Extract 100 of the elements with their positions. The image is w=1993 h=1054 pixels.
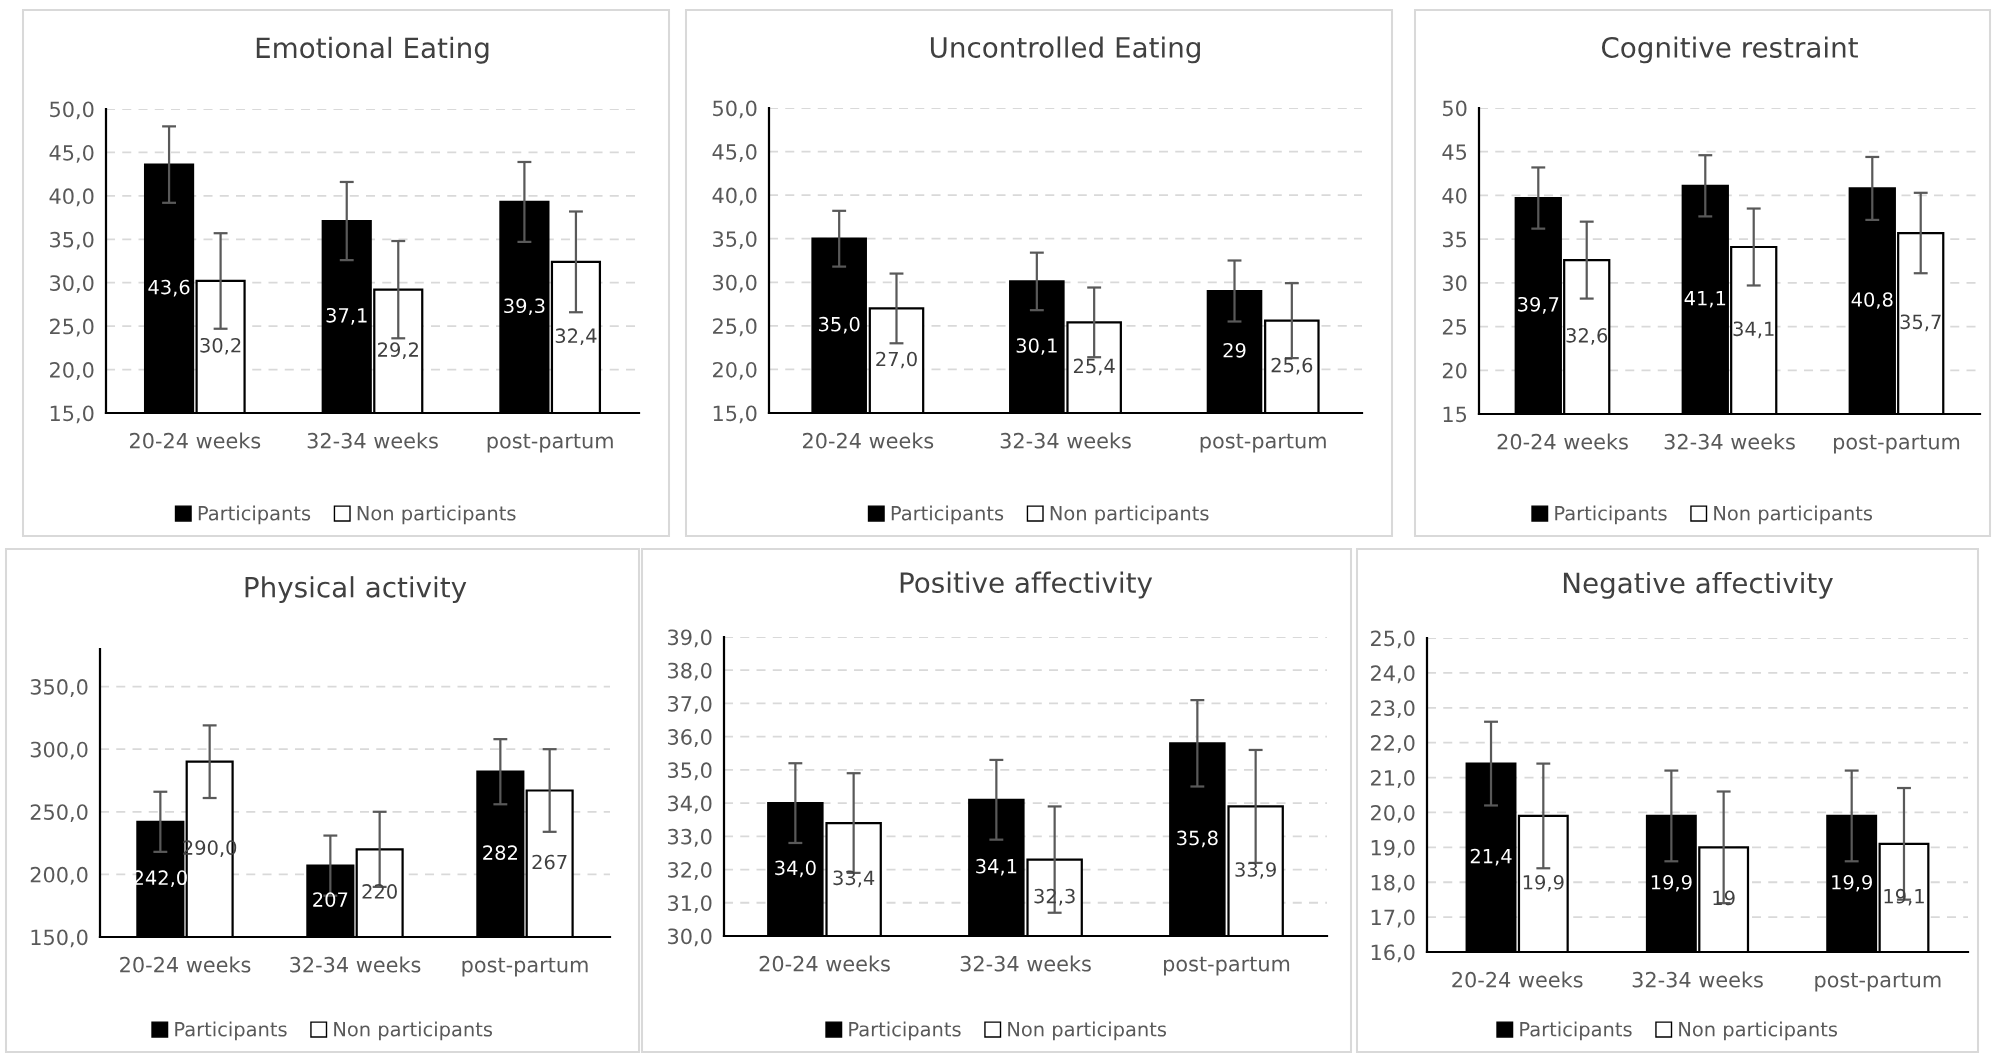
y-tick-label: 50 — [1442, 100, 1467, 117]
data-label: 19,1 — [1884, 888, 1924, 906]
legend-label: Participants — [1555, 505, 1667, 525]
chart-title: Negative affectivity — [1563, 571, 1833, 599]
legend-label: Participants — [198, 505, 311, 525]
x-tick-label: 32-34 weeks — [1664, 433, 1795, 450]
y-tick-label: 15,0 — [50, 405, 94, 424]
data-label: 39,7 — [1518, 296, 1559, 314]
y-tick-label: 30,0 — [668, 928, 712, 947]
x-tick-label: 32-34 weeks — [307, 432, 438, 449]
y-tick-label: 20,0 — [713, 361, 757, 380]
data-label: 282 — [483, 845, 517, 860]
y-tick-label: 50,0 — [713, 100, 757, 119]
x-tick-label: 20-24 weeks — [1497, 433, 1628, 450]
y-tick-label: 38,0 — [668, 662, 712, 681]
data-label: 25,4 — [1073, 358, 1115, 376]
chart-title: Physical activity — [245, 576, 467, 604]
legend-label: Non participants — [357, 505, 516, 525]
x-tick-label: 32-34 weeks — [1000, 432, 1131, 449]
x-tick-label: post-partum — [1200, 433, 1326, 453]
x-tick-label: 20-24 weeks — [802, 432, 934, 449]
data-label: 19,9 — [1523, 874, 1564, 892]
data-label: 33,9 — [1235, 862, 1276, 879]
y-tick-label: 20,0 — [1371, 804, 1415, 823]
y-tick-label: 45,0 — [49, 144, 94, 163]
y-tick-label: 33,0 — [668, 828, 712, 847]
data-label: 29,2 — [378, 342, 418, 359]
y-tick-label: 23,0 — [1371, 700, 1415, 719]
y-tick-label: 200,0 — [30, 866, 88, 885]
y-tick-label: 350,0 — [30, 679, 88, 697]
x-tick-label: post-partum — [1834, 434, 1960, 454]
x-tick-label: 20-24 weeks — [120, 956, 251, 973]
legend-label: Non participants — [1714, 505, 1873, 525]
y-tick-label: 25 — [1442, 319, 1467, 335]
y-tick-label: 32,0 — [668, 862, 712, 880]
y-tick-label: 39,0 — [668, 629, 712, 648]
data-label: 207 — [313, 892, 348, 907]
y-tick-label: 37,0 — [668, 695, 712, 714]
legend-label: Participants — [175, 1021, 287, 1041]
y-tick-label: 300,0 — [30, 741, 88, 760]
data-label: 35,8 — [1177, 830, 1218, 848]
y-tick-label: 40,0 — [712, 187, 757, 206]
y-tick-label: 25,0 — [713, 318, 757, 337]
legend-label: Participants — [849, 1021, 961, 1041]
y-tick-label: 25,0 — [50, 318, 94, 337]
x-tick-label: post-partum — [462, 957, 588, 977]
data-label: 35,7 — [1900, 314, 1941, 332]
legend-label: Non participants — [334, 1021, 493, 1041]
data-label: 43,6 — [148, 279, 190, 297]
y-tick-label: 35,0 — [50, 231, 94, 250]
data-label: 21,4 — [1470, 848, 1512, 866]
data-label: 39,3 — [504, 298, 545, 316]
y-tick-label: 35 — [1442, 231, 1467, 248]
y-tick-label: 30,0 — [713, 274, 757, 293]
x-tick-label: 32-34 weeks — [960, 955, 1091, 972]
data-label: 37,1 — [326, 307, 367, 325]
data-label: 34,1 — [976, 858, 1017, 876]
x-tick-label: post-partum — [487, 433, 613, 453]
data-label: 34,1 — [1733, 321, 1774, 339]
data-label: 34,0 — [775, 860, 816, 878]
legend-label: Non participants — [1679, 1021, 1838, 1041]
chart-title: Uncontrolled Eating — [930, 36, 1200, 64]
y-tick-label: 20 — [1442, 362, 1467, 379]
x-tick-label: 32-34 weeks — [290, 956, 421, 973]
data-label: 220 — [362, 884, 397, 899]
chart-title: Positive affectivity — [900, 571, 1153, 599]
data-label: 33,4 — [833, 870, 875, 888]
data-label: 25,6 — [1271, 357, 1313, 375]
y-tick-label: 16,0 — [1371, 944, 1415, 963]
y-tick-label: 250,0 — [30, 804, 88, 823]
legend-label: Participants — [1520, 1021, 1632, 1041]
data-label: 40,8 — [1851, 292, 1893, 309]
y-tick-label: 25,0 — [1371, 630, 1415, 649]
y-tick-label: 30,0 — [50, 275, 94, 294]
x-tick-label: 20-24 weeks — [759, 955, 890, 972]
y-tick-label: 19,0 — [1371, 839, 1415, 858]
y-tick-label: 21,0 — [1371, 770, 1415, 788]
x-tick-label: post-partum — [1164, 956, 1290, 976]
data-label: 30,2 — [200, 337, 241, 355]
legend-label: Participants — [891, 505, 1004, 525]
data-label: 267 — [532, 854, 567, 870]
y-tick-label: 30 — [1442, 275, 1467, 292]
y-tick-label: 45,0 — [712, 144, 757, 162]
y-tick-label: 35,0 — [668, 762, 712, 781]
y-tick-label: 35,0 — [713, 231, 757, 250]
y-tick-label: 20,0 — [50, 362, 94, 380]
y-tick-label: 15 — [1443, 406, 1467, 423]
y-tick-label: 22,0 — [1371, 735, 1415, 753]
data-label: 32,6 — [1566, 328, 1608, 345]
x-tick-label: 32-34 weeks — [1632, 971, 1763, 988]
y-tick-label: 34,0 — [668, 795, 712, 814]
data-label: 29 — [1223, 342, 1246, 358]
data-label: 19,9 — [1651, 874, 1692, 892]
chart-title: Cognitive restraint — [1601, 36, 1858, 64]
y-tick-label: 36,0 — [668, 729, 712, 747]
y-tick-label: 45 — [1442, 144, 1467, 160]
y-tick-label: 24,0 — [1371, 665, 1415, 684]
data-label: 27,0 — [876, 351, 917, 369]
data-label: 19,9 — [1832, 874, 1872, 892]
legend-label: Non participants — [1050, 505, 1209, 525]
